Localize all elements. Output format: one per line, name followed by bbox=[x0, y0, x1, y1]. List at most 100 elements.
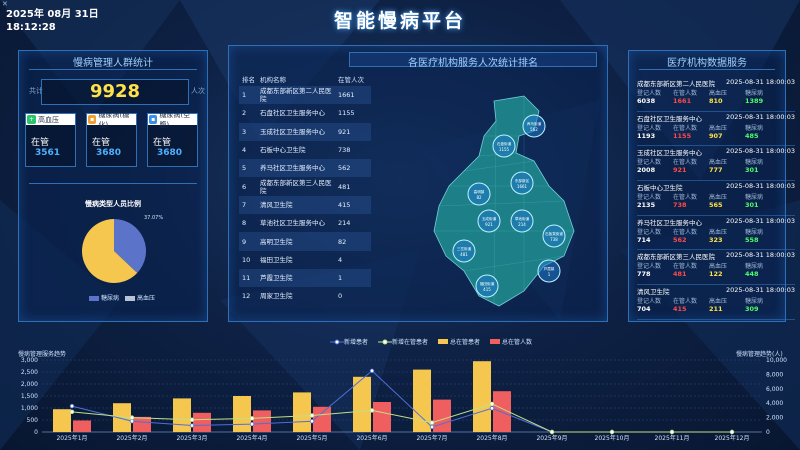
institution-name: 石板中心卫生院 bbox=[637, 184, 683, 193]
card-count: 3561 bbox=[35, 148, 61, 158]
marker-name: 石板凳街道 bbox=[545, 231, 563, 236]
pie-slice[interactable] bbox=[114, 219, 146, 274]
series-point bbox=[189, 423, 195, 428]
institution-name-cell: 高明卫生院 bbox=[257, 232, 335, 251]
pie-slice[interactable] bbox=[82, 219, 138, 283]
count-cell: 4 bbox=[338, 255, 343, 264]
count-cell: 0 bbox=[338, 292, 343, 301]
legend-new-managed[interactable]: 新增在管患者 bbox=[378, 337, 428, 346]
bar-total-people bbox=[313, 406, 331, 432]
hypertension-count: 323 bbox=[709, 235, 723, 244]
column-label: 在管人数 bbox=[673, 228, 698, 236]
panel-title: 医疗机构数据服务 bbox=[667, 58, 747, 69]
diabetes-hba1c-card[interactable]: ▪ 糖尿病(糖化) 在管3680 bbox=[86, 111, 137, 167]
table-header-row: 排名 机构名称 在管人次 bbox=[242, 76, 364, 84]
series-point bbox=[69, 409, 75, 415]
institution-list: 成都东部新区第二人民医院 2025-08-31 18:00:03 登记人数 在管人数高… bbox=[637, 77, 795, 320]
marker-value: 1 bbox=[548, 272, 551, 277]
series-point bbox=[369, 368, 375, 373]
divider bbox=[29, 69, 197, 70]
bar-total-people bbox=[433, 399, 451, 432]
table-row[interactable]: 3 玉成社区卫生服务中心 921 bbox=[239, 122, 371, 141]
marker-name: 高明镇 bbox=[474, 189, 485, 194]
column-label: 高血压 bbox=[709, 263, 728, 271]
x-tick-label: 2025年1月 bbox=[56, 434, 87, 442]
legend-hypertension[interactable]: 高血压 bbox=[125, 293, 155, 302]
hypertension-card[interactable]: + 高血压 在管3561 bbox=[25, 113, 76, 167]
card-count: 3680 bbox=[157, 148, 183, 158]
institution-item[interactable]: 清风卫生院 2025-08-31 18:00:03 登记人数 在管人数 高血压 糖尿病 70… bbox=[637, 285, 795, 320]
table-row[interactable]: 2 石盘社区卫生服务中心 1155 bbox=[239, 104, 371, 122]
panel-title: 慢病管理人群统计 bbox=[73, 58, 153, 69]
managed-count: 481 bbox=[673, 270, 687, 279]
series-point bbox=[489, 406, 495, 411]
divider bbox=[639, 69, 775, 70]
update-time: 2025-08-31 18:00:03 bbox=[725, 286, 795, 295]
institution-item[interactable]: 养马社区卫生服务中心 2025-08-31 18:00:03 登记人数 在管人数 高血压… bbox=[637, 216, 795, 251]
rank-cell: 7 bbox=[239, 195, 257, 215]
marker-value: 1661 bbox=[517, 184, 528, 189]
series-point bbox=[549, 429, 555, 435]
series-point bbox=[249, 421, 255, 427]
institution-name-cell: 草池社区卫生服务中心 bbox=[260, 219, 325, 228]
institution-item[interactable]: 玉成社区卫生服务中心 2025-08-31 18:00:03 登记人数 在管人数 高血压… bbox=[637, 146, 795, 182]
rank-cell: 9 bbox=[239, 232, 257, 251]
marker-name: 芦霞镇 bbox=[544, 266, 555, 271]
table-row[interactable]: 10 福田卫生院 4 bbox=[239, 251, 371, 269]
update-time: 2025-08-31 18:00:03 bbox=[725, 147, 795, 156]
count-cell: 481 bbox=[338, 182, 351, 191]
table-row[interactable]: 8 草池社区卫生服务中心 214 bbox=[239, 214, 371, 232]
hypertension-count: 211 bbox=[709, 305, 723, 314]
window-close-icon[interactable]: ✕ bbox=[2, 0, 8, 8]
update-time: 2025-08-31 18:00:03 bbox=[725, 216, 795, 225]
table-row[interactable]: 5 养马社区卫生服务中心 562 bbox=[239, 159, 371, 178]
y-axis-right-label: 慢病管理趋势(人) bbox=[736, 351, 783, 358]
legend-diabetes[interactable]: 糖尿病 bbox=[89, 293, 119, 302]
table-row[interactable]: 12 周家卫生院 0 bbox=[239, 287, 371, 305]
institution-name-cell: 清风卫生院 bbox=[257, 195, 335, 215]
table-row[interactable]: 11 芦霞卫生院 1 bbox=[239, 268, 371, 288]
institution-item[interactable]: 成都东部新区第二人民医院 2025-08-31 18:00:03 登记人数 在管人数 高… bbox=[637, 77, 795, 112]
institution-name-cell: 成都东部新区第三人民医院 bbox=[260, 178, 332, 195]
marker-name: 福田街道 bbox=[480, 281, 495, 286]
x-tick-label: 2025年7月 bbox=[416, 434, 447, 442]
series-point bbox=[369, 408, 375, 413]
column-label: 在管人数 bbox=[673, 194, 698, 202]
y-tick-right: 8,000 bbox=[766, 371, 783, 378]
table-row[interactable]: 6 成都东部新区第三人民医院 481 bbox=[239, 177, 371, 195]
rank-cell: 6 bbox=[242, 182, 247, 191]
table-row[interactable]: 9 高明卫生院 82 bbox=[239, 232, 371, 251]
table-row[interactable]: 7 清风卫生院 415 bbox=[239, 195, 371, 215]
bar-total-managed bbox=[293, 392, 311, 432]
legend-total-managed[interactable]: 总在管患者 bbox=[438, 337, 480, 346]
total-count-value: 9928 bbox=[89, 81, 141, 102]
table-row[interactable]: 1 成都东部新区第二人民医院 1661 bbox=[239, 86, 371, 105]
institution-item[interactable]: 成都东部新区第三人民医院 2025-08-31 18:00:03 登记人数 在管人数 高… bbox=[637, 250, 795, 286]
table-row[interactable]: 4 石板中心卫生院 738 bbox=[239, 141, 371, 159]
institution-item[interactable]: 石板中心卫生院 2025-08-31 18:00:03 登记人数 在管人数 高血压 糖尿病… bbox=[637, 181, 795, 216]
count-cell: 82 bbox=[335, 232, 371, 251]
diabetes-count: 558 bbox=[745, 235, 759, 244]
institution-data-panel: 医疗机构数据服务 成都东部新区第二人民医院 2025-08-31 18:00:03… bbox=[628, 50, 795, 322]
institution-name-cell: 周家卫生院 bbox=[260, 292, 293, 301]
diabetes-count: 301 bbox=[745, 166, 759, 175]
legend-new-patients[interactable]: 新增患者 bbox=[330, 337, 368, 346]
institution-name: 清风卫生院 bbox=[637, 288, 670, 297]
rank-cell: 3 bbox=[239, 122, 257, 141]
column-label: 糖尿病 bbox=[745, 298, 764, 306]
registered-count: 1193 bbox=[637, 131, 656, 140]
legend-total-people[interactable]: 总在管人数 bbox=[490, 337, 532, 346]
institution-item[interactable]: 石盘社区卫生服务中心 2025-08-31 18:00:03 登记人数 在管人数 高血压… bbox=[637, 112, 795, 147]
diabetes-fasting-card[interactable]: ▪ 糖尿病(空腹) 在管3680 bbox=[147, 111, 198, 167]
series-point bbox=[189, 417, 195, 422]
